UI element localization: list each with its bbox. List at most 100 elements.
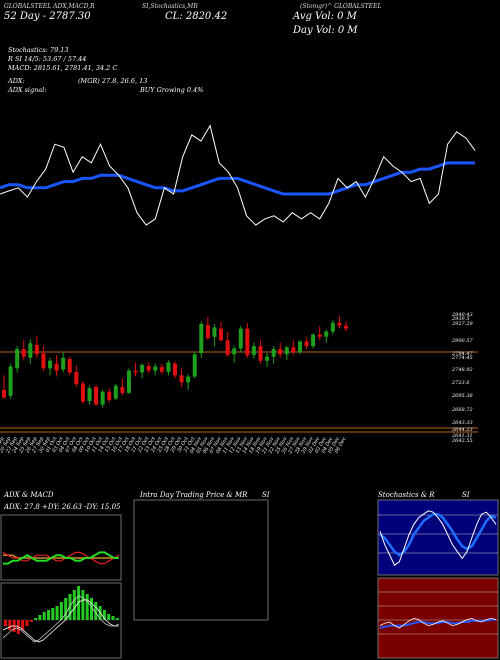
candle-body — [199, 323, 204, 354]
candle-body — [344, 325, 348, 329]
macd-bar — [21, 620, 25, 630]
candle-body — [311, 334, 316, 347]
candle-body — [21, 349, 26, 357]
macd-bar — [25, 620, 29, 626]
candle-body — [179, 375, 184, 383]
price-label: 2643.33 — [451, 420, 473, 426]
candle-body — [126, 370, 131, 393]
candle-body — [258, 346, 263, 361]
candle-body — [291, 347, 296, 352]
candle-body — [15, 349, 20, 369]
candle-body — [337, 322, 342, 326]
candle-body — [87, 388, 92, 402]
minus-di-line — [2, 551, 120, 565]
candle-body — [140, 364, 145, 373]
adx-panel-values: ADX: 27.8 +DY: 26.63 -DY: 15.05 — [4, 503, 121, 511]
price-label: 2940.43 — [451, 312, 473, 318]
rsi-panel — [0, 124, 476, 226]
price-label: 2774.45 — [451, 355, 473, 361]
candle-body — [278, 349, 283, 355]
candle-body — [225, 340, 230, 355]
candle-body — [219, 328, 224, 341]
macd-bar — [42, 612, 46, 620]
macd-bar — [34, 618, 38, 620]
plus-di-line — [3, 551, 119, 565]
mrsi-line — [0, 161, 475, 196]
price-label: 2641.31 — [451, 433, 473, 439]
macd-bar — [77, 586, 81, 620]
candle-body — [28, 343, 33, 358]
price-label: 2695.38 — [451, 393, 473, 399]
candle-body — [205, 325, 210, 338]
candle-body — [107, 391, 112, 400]
macd-bar — [81, 590, 85, 620]
adx-label: ADX: — [8, 77, 25, 85]
candle-body — [232, 348, 237, 355]
candle-body — [120, 387, 125, 393]
candle-body — [271, 349, 276, 357]
macd-bar — [51, 608, 55, 620]
candle-body — [61, 357, 66, 370]
candle-body — [74, 371, 79, 385]
candle-body — [212, 327, 217, 337]
stoch-d-line — [379, 512, 497, 557]
candle-body — [80, 383, 85, 402]
candle-body — [146, 365, 151, 371]
rsi-line — [0, 124, 476, 226]
candle-body — [113, 385, 118, 399]
candle-body — [100, 391, 105, 405]
price-label: 2644.23 — [451, 427, 473, 433]
candle-body — [94, 387, 99, 405]
mgr-value: (MGR) 27.8, 26.6, 13 — [78, 77, 148, 85]
adx-signal-label: ADX signal: — [8, 86, 47, 94]
bottom-panels — [0, 499, 499, 659]
candle-body — [238, 328, 243, 349]
price-label: 2668.72 — [451, 407, 473, 413]
avg-vol: Avg Vol: 0 M — [293, 11, 357, 22]
candle-body — [34, 344, 39, 355]
candle-body — [2, 389, 6, 398]
candle-body — [330, 322, 335, 332]
price-label: 2794.47 — [451, 351, 473, 357]
stoch-panel-si: SI — [462, 491, 470, 499]
macd-bar — [59, 602, 63, 620]
rsi-small-box — [377, 577, 499, 659]
macd-bar — [64, 598, 68, 620]
candle-body — [153, 366, 158, 371]
macd-bar — [90, 598, 93, 620]
header-right: (Stomgr)^ GLOBALSTEEL — [300, 3, 382, 10]
macd-signal-line — [2, 599, 119, 643]
signal-value: BUY Growing 0.4% — [140, 86, 204, 94]
stoch-k-line — [379, 510, 497, 566]
candle-body — [297, 341, 302, 352]
rsi-small-line — [379, 617, 497, 629]
macd-bar — [102, 610, 106, 620]
macd-bar — [85, 594, 89, 620]
candle-body — [159, 367, 164, 372]
price-label: 2748.92 — [451, 367, 473, 373]
header-mid: SI,Stochastics,MR — [142, 3, 198, 10]
macd-bar — [47, 610, 50, 620]
intra-panel-si: SI — [262, 491, 270, 499]
close-price: CL: 2820.42 — [165, 11, 228, 22]
macd-bar — [72, 590, 76, 620]
candle-body — [133, 370, 138, 373]
macd-bar — [55, 606, 59, 620]
macd-bar — [107, 614, 111, 620]
intra-panel-title: Intra Day Trading Price & MR — [140, 491, 248, 499]
macd-bar — [29, 620, 33, 622]
candle-body — [251, 346, 256, 355]
macd-value: MACD: 2815.61, 2781.41, 34.2 C — [8, 64, 118, 72]
candle-body — [304, 341, 309, 347]
candle-body — [54, 363, 59, 371]
stochastics-value: Stochastics: 79.13 — [8, 46, 69, 54]
candle-body — [324, 331, 329, 337]
price-label: 2723.6 — [451, 380, 470, 386]
candle-body — [166, 362, 171, 372]
day-vol: Day Vol: 0 M — [293, 25, 358, 36]
price-label: 2939.5 — [451, 316, 470, 322]
day-range: 52 Day - 2787.30 — [4, 11, 91, 22]
candle-body — [245, 328, 250, 356]
